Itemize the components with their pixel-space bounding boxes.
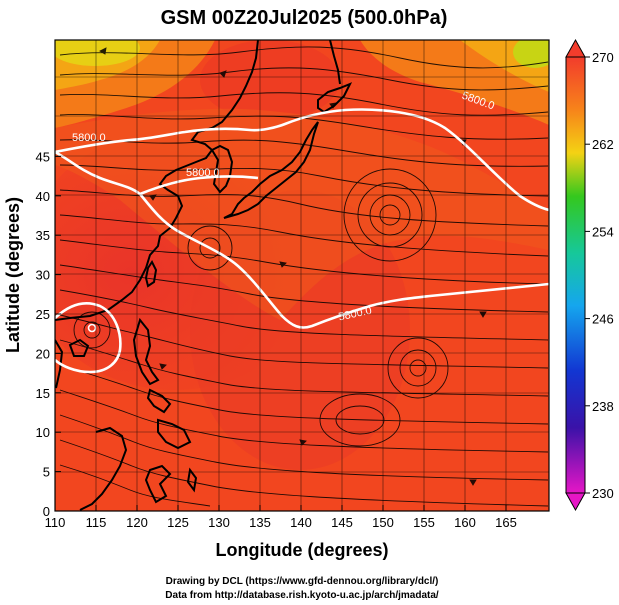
yellow-patch-ne — [513, 40, 549, 68]
y-tick-label: 5 — [43, 465, 50, 480]
chart-title: GSM 00Z20Jul2025 (500.0hPa) — [161, 7, 448, 29]
x-tick-label: 110 — [45, 515, 66, 530]
coastline-indochina — [55, 339, 64, 389]
y-tick-label: 30 — [36, 268, 50, 283]
coastline-mindanao — [157, 418, 192, 450]
colorbar-tick-label: 230 — [592, 486, 614, 501]
x-tick-label: 160 — [454, 515, 476, 530]
x-axis-label: Longitude (degrees) — [215, 540, 388, 560]
colorbar-ticks: 270 262 254 246 238 230 — [585, 50, 614, 501]
coastline-halmahera — [186, 467, 198, 493]
coastline-japan — [223, 121, 319, 219]
colorbar-tick-label: 254 — [592, 224, 614, 239]
y-tick-label: 10 — [36, 425, 50, 440]
x-tick-label: 165 — [495, 515, 517, 530]
contour-5800-small-closed — [87, 323, 97, 333]
y-tick-label: 45 — [36, 149, 50, 164]
credit-line-2: Data from http://database.rish.kyoto-u.a… — [165, 590, 439, 601]
x-tick-label: 120 — [126, 515, 148, 530]
coastline-hainan — [68, 338, 90, 357]
credit-line-1: Drawing by DCL (https://www.gfd-dennou.o… — [166, 576, 439, 587]
contour-label: 5800.0 — [72, 132, 106, 144]
yellow-patch-nw — [55, 40, 140, 66]
y-tick-label: 25 — [36, 307, 50, 322]
colorbar-tick-label: 238 — [592, 399, 614, 414]
height-contours — [55, 108, 549, 374]
plot-frame — [54, 39, 550, 512]
y-tick-label: 0 — [43, 504, 50, 519]
contour-5800-west — [55, 302, 122, 374]
coastline-sulawesi — [144, 464, 172, 504]
coastline-korea — [210, 144, 234, 194]
x-tick-label: 145 — [331, 515, 353, 530]
y-tick-label: 35 — [36, 228, 50, 243]
x-tick-label: 135 — [249, 515, 271, 530]
hot-region-north — [200, 40, 340, 120]
contour-5800-south — [55, 150, 549, 329]
coastline-borneo — [79, 426, 128, 511]
contour-5800-main — [55, 108, 549, 212]
coastline-hokkaido — [317, 82, 353, 114]
colorbar-tick-label: 262 — [592, 137, 614, 152]
plot-area: 5800.0 5800.0 5800.0 5800.0 — [55, 40, 549, 511]
x-tick-label: 155 — [413, 515, 435, 530]
gridlines — [55, 40, 549, 511]
y-tick-label: 40 — [36, 189, 50, 204]
y-axis: 0 5 10 15 20 25 30 35 40 45 — [36, 149, 61, 519]
y-tick-label: 20 — [36, 346, 50, 361]
colorbar-bottom-arrow — [565, 492, 586, 512]
x-tick-label: 115 — [86, 515, 107, 530]
coastline-visayas — [146, 388, 172, 414]
contour-5800-inner — [139, 175, 259, 196]
coastline-taiwan — [144, 260, 158, 288]
warm-band-central — [55, 108, 549, 320]
colorbar: 270 262 254 246 238 230 — [565, 38, 614, 512]
colorbar-top-arrow — [565, 38, 586, 58]
x-tick-label: 150 — [372, 515, 394, 530]
y-tick-label: 15 — [36, 386, 50, 401]
contour-label: 5800.0 — [186, 167, 220, 179]
x-axis: 110 115 120 125 130 135 140 145 150 155 160 165 — [45, 505, 517, 530]
coastline-luzon — [132, 317, 160, 386]
x-tick-label: 130 — [208, 515, 230, 530]
colorbar-tick-label: 270 — [592, 50, 614, 65]
colorbar-tick-label: 246 — [592, 312, 614, 327]
x-tick-label: 125 — [167, 515, 189, 530]
x-tick-label: 140 — [290, 515, 312, 530]
colorbar-gradient — [565, 56, 586, 494]
y-axis-label: Latitude (degrees) — [3, 197, 23, 353]
